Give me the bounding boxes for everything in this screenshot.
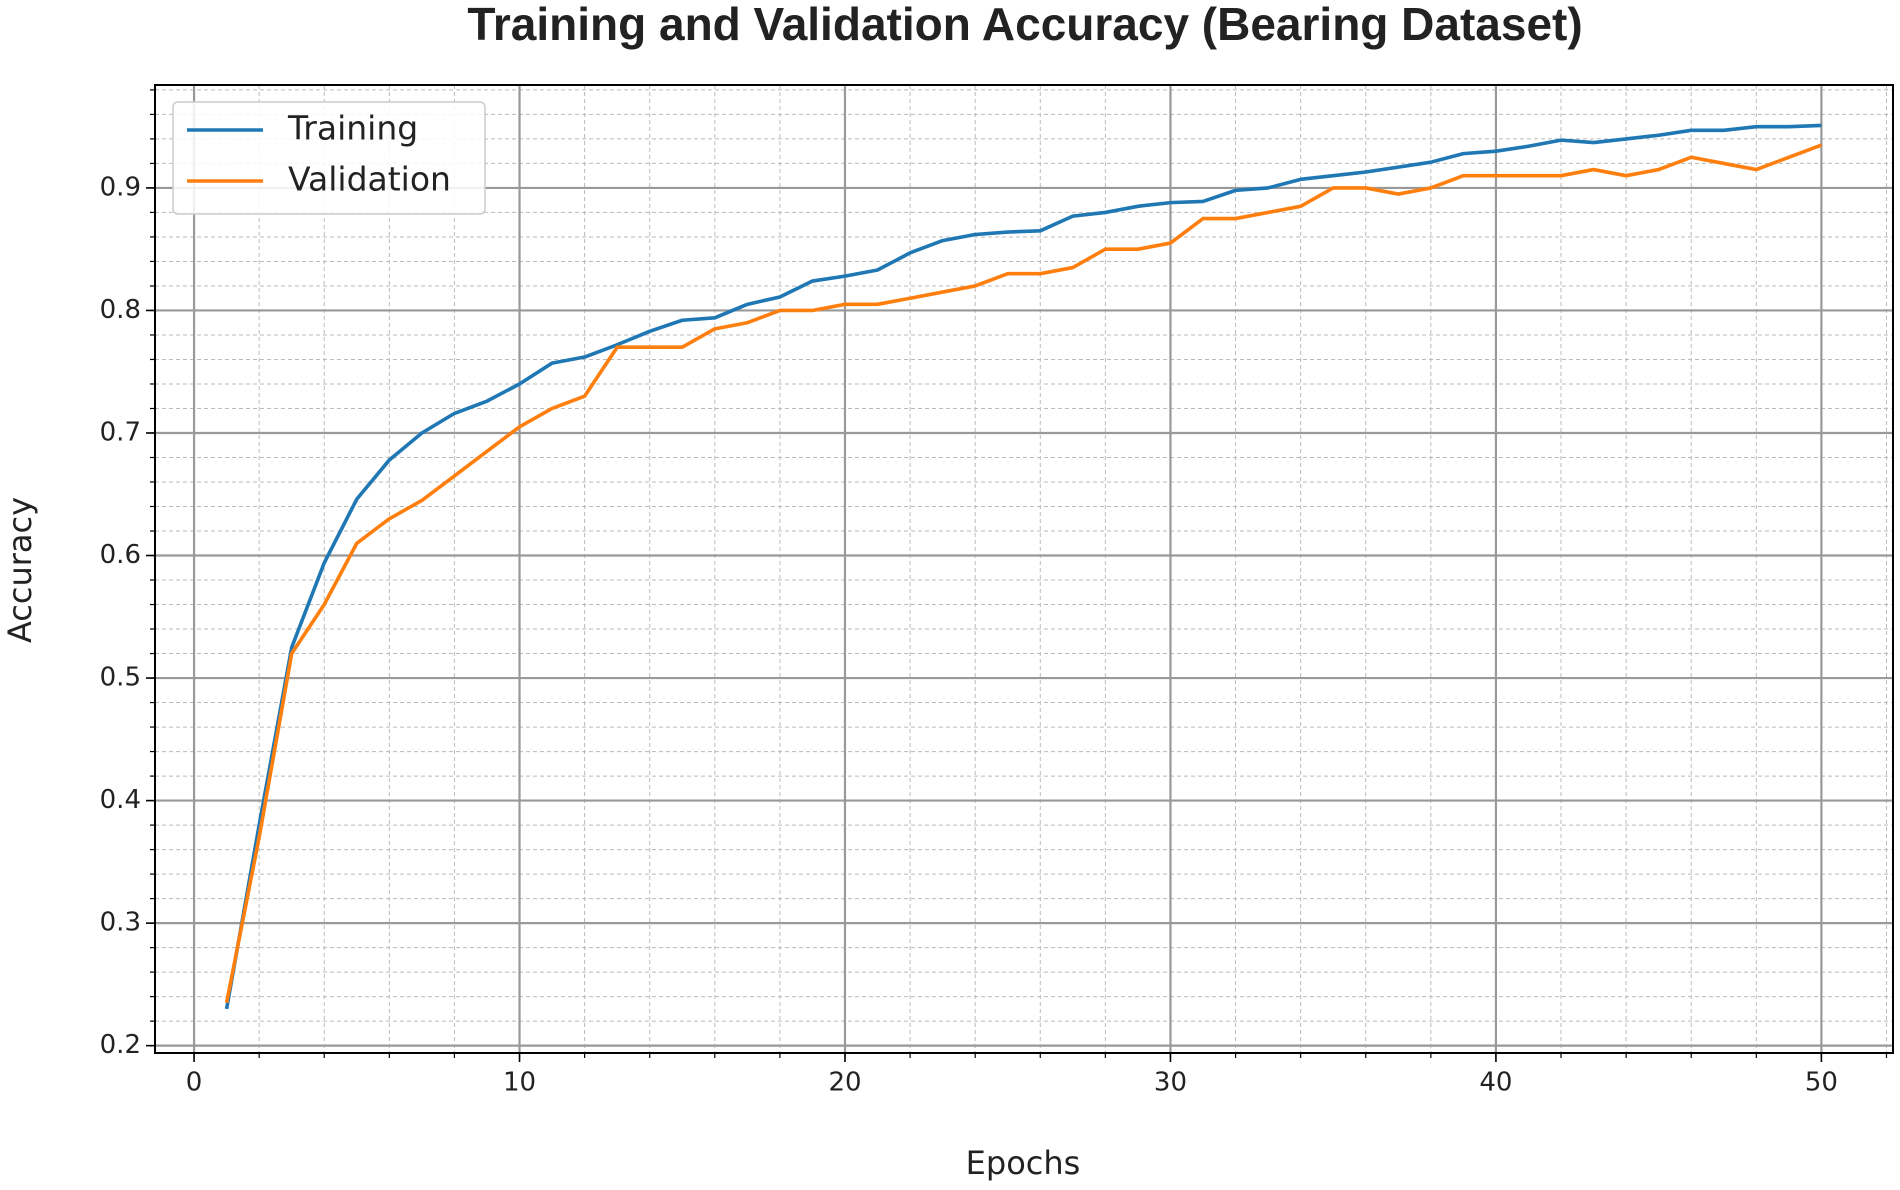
y-tick-label: 0.3 bbox=[100, 908, 141, 938]
y-tick-label: 0.6 bbox=[100, 540, 141, 570]
y-tick-label: 0.2 bbox=[100, 1030, 141, 1060]
y-tick-label: 0.4 bbox=[100, 785, 141, 815]
y-tick-label: 0.9 bbox=[100, 172, 141, 202]
series-line bbox=[224, 123, 1822, 1010]
legend-label: Validation bbox=[288, 160, 451, 199]
plot-frame bbox=[154, 84, 1894, 1054]
x-tick-label: 0 bbox=[186, 1068, 203, 1098]
chart-title: Training and Validation Accuracy (Bearin… bbox=[467, 0, 1582, 50]
x-tick-label: 50 bbox=[1805, 1068, 1838, 1098]
y-axis-label: Accuracy bbox=[1, 497, 39, 643]
x-tick-label: 30 bbox=[1154, 1068, 1187, 1098]
y-tick-label: 0.7 bbox=[100, 417, 141, 447]
x-tick-label: 40 bbox=[1479, 1068, 1512, 1098]
series-line bbox=[224, 143, 1823, 1004]
y-tick-label: 0.8 bbox=[100, 295, 141, 325]
x-tick-label: 10 bbox=[503, 1068, 536, 1098]
x-axis-label: Epochs bbox=[966, 1144, 1081, 1182]
legend-label: Training bbox=[287, 109, 418, 148]
x-tick-label: 20 bbox=[828, 1068, 861, 1098]
y-tick-label: 0.5 bbox=[100, 663, 141, 693]
